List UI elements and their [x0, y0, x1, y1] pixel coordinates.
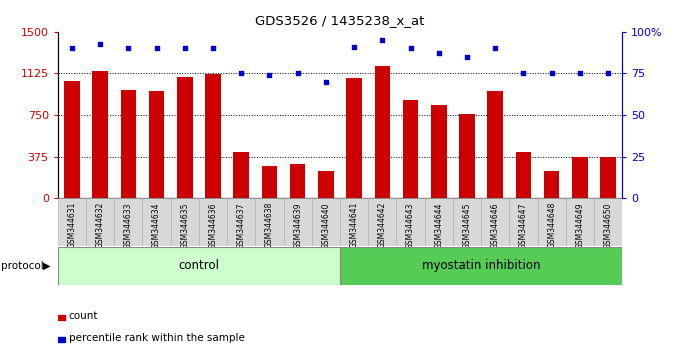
Bar — [403, 99, 418, 198]
Point — [151, 46, 162, 51]
Point — [602, 71, 613, 76]
Bar — [340, 198, 369, 246]
Point — [320, 79, 331, 85]
Text: GSM344632: GSM344632 — [96, 202, 105, 249]
Bar — [284, 198, 312, 246]
Bar — [58, 247, 340, 285]
Bar — [453, 198, 481, 246]
Bar — [572, 157, 588, 198]
Text: GSM344633: GSM344633 — [124, 202, 133, 249]
Text: ▶: ▶ — [43, 261, 50, 271]
Text: GSM344641: GSM344641 — [350, 202, 358, 249]
Bar — [290, 164, 305, 198]
Bar — [262, 166, 277, 198]
Bar — [114, 198, 143, 246]
Text: GSM344643: GSM344643 — [406, 202, 415, 249]
Text: GSM344642: GSM344642 — [378, 202, 387, 249]
Bar — [120, 90, 136, 198]
Text: GSM344647: GSM344647 — [519, 202, 528, 249]
Bar — [594, 198, 622, 246]
Bar — [58, 315, 65, 320]
Bar — [375, 66, 390, 198]
Bar — [488, 91, 503, 198]
Point — [546, 71, 557, 76]
Bar — [58, 198, 86, 246]
Point — [207, 46, 218, 51]
Point — [518, 71, 529, 76]
Point — [349, 44, 360, 50]
Bar — [481, 198, 509, 246]
Text: GSM344634: GSM344634 — [152, 202, 161, 249]
Bar — [58, 337, 65, 342]
Point — [180, 46, 190, 51]
Text: GSM344645: GSM344645 — [462, 202, 471, 249]
Point — [575, 71, 585, 76]
Text: GSM344639: GSM344639 — [293, 202, 302, 249]
Bar — [515, 152, 531, 198]
Bar — [340, 247, 622, 285]
Text: GSM344648: GSM344648 — [547, 202, 556, 249]
Point — [377, 37, 388, 43]
Text: GSM344631: GSM344631 — [67, 202, 76, 249]
Point — [462, 54, 473, 59]
Point — [264, 72, 275, 78]
Bar — [171, 198, 199, 246]
Bar — [459, 114, 475, 198]
Text: count: count — [69, 310, 98, 321]
Text: GSM344638: GSM344638 — [265, 202, 274, 249]
Point — [490, 46, 500, 51]
Text: GSM344640: GSM344640 — [322, 202, 330, 249]
Bar — [233, 152, 249, 198]
Bar — [600, 157, 616, 198]
Bar — [199, 198, 227, 246]
Bar — [318, 171, 334, 198]
Bar — [566, 198, 594, 246]
Bar — [312, 198, 340, 246]
Bar — [256, 198, 284, 246]
Bar — [64, 81, 80, 198]
Bar — [143, 198, 171, 246]
Point — [405, 46, 416, 51]
Bar — [346, 79, 362, 198]
Point — [292, 71, 303, 76]
Point — [236, 71, 247, 76]
Bar — [544, 171, 560, 198]
Bar — [149, 91, 165, 198]
Bar — [431, 105, 447, 198]
Text: GSM344646: GSM344646 — [491, 202, 500, 249]
Bar — [227, 198, 256, 246]
Bar — [86, 198, 114, 246]
Text: myostatin inhibition: myostatin inhibition — [422, 259, 541, 272]
Bar — [205, 74, 221, 198]
Bar — [396, 198, 425, 246]
Bar — [92, 71, 108, 198]
Bar — [369, 198, 396, 246]
Text: GSM344637: GSM344637 — [237, 202, 245, 249]
Text: GSM344636: GSM344636 — [209, 202, 218, 249]
Point — [433, 51, 444, 56]
Text: GSM344649: GSM344649 — [575, 202, 584, 249]
Point — [67, 46, 78, 51]
Text: GSM344635: GSM344635 — [180, 202, 189, 249]
Text: GDS3526 / 1435238_x_at: GDS3526 / 1435238_x_at — [255, 14, 425, 27]
Bar — [509, 198, 538, 246]
Text: GSM344644: GSM344644 — [435, 202, 443, 249]
Bar — [425, 198, 453, 246]
Bar — [177, 77, 192, 198]
Text: control: control — [178, 259, 220, 272]
Text: GSM344650: GSM344650 — [604, 202, 613, 249]
Text: percentile rank within the sample: percentile rank within the sample — [69, 333, 245, 343]
Bar — [538, 198, 566, 246]
Point — [123, 46, 134, 51]
Text: protocol: protocol — [1, 261, 44, 271]
Point — [95, 41, 105, 46]
